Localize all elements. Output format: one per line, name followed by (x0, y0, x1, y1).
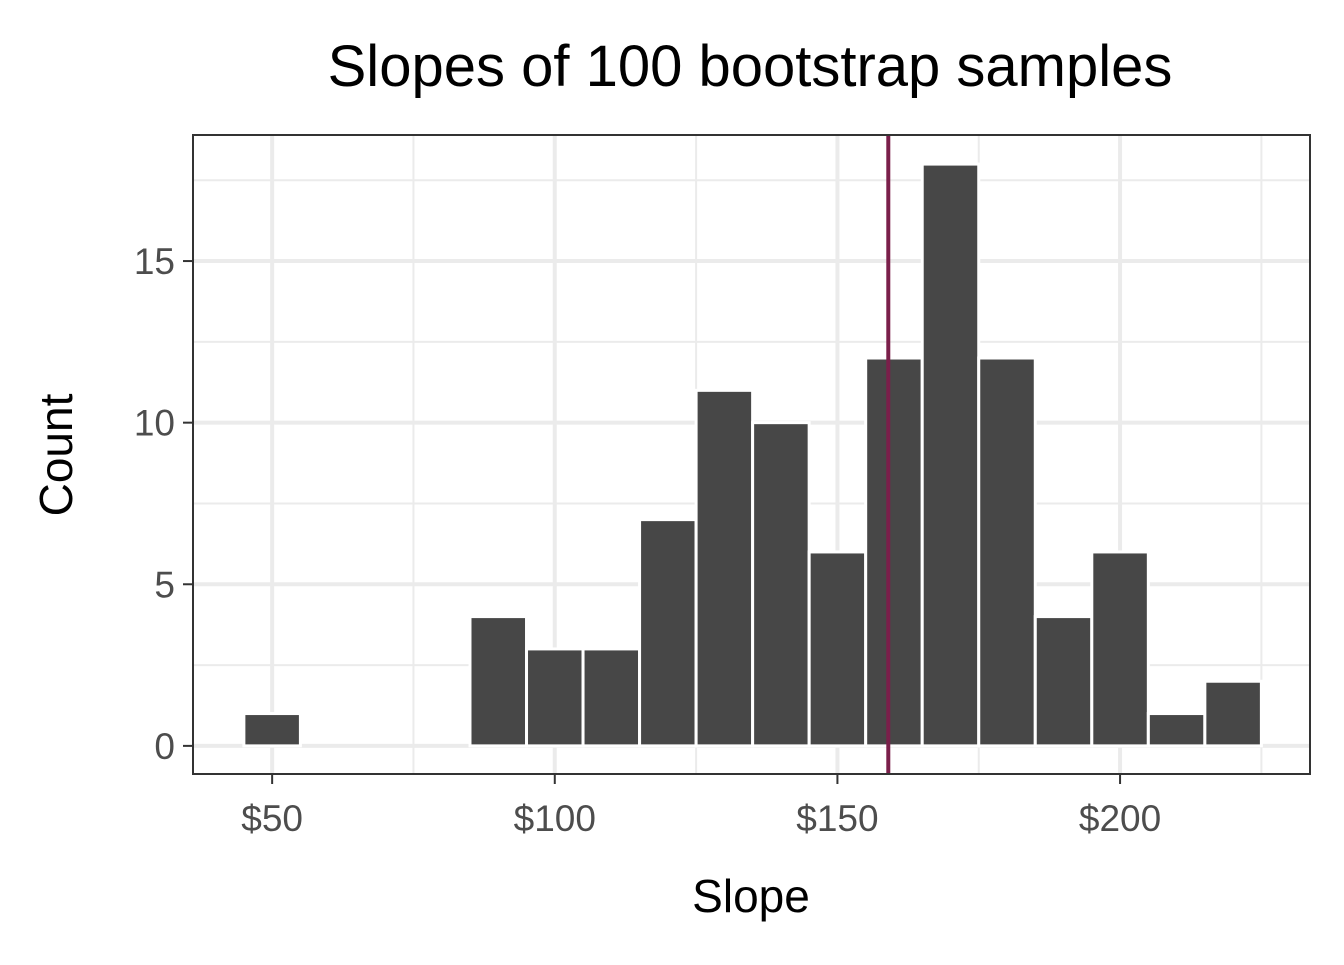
bars (242, 162, 1263, 748)
y-tick-label: 0 (154, 726, 175, 767)
histogram-bar (751, 421, 811, 748)
histogram-bar (581, 647, 642, 748)
x-tick-label: $50 (241, 798, 303, 839)
y-axis: 0 5 10 15 (134, 241, 193, 767)
x-axis-label: Slope (692, 870, 810, 922)
histogram-bar (1090, 550, 1150, 748)
y-tick-label: 15 (134, 241, 175, 282)
histogram-bar (694, 388, 755, 748)
histogram-bar (977, 356, 1037, 748)
y-axis-label: Count (30, 393, 82, 516)
x-axis: $50 $100 $150 $200 (241, 774, 1161, 839)
histogram-bar (1203, 679, 1263, 748)
histogram-bar (525, 647, 585, 748)
panel-border (192, 134, 1311, 775)
histogram-bar (920, 162, 981, 748)
x-tick-label: $150 (796, 798, 878, 839)
chart-title: Slopes of 100 bootstrap samples (328, 34, 1173, 99)
y-tick-label: 10 (134, 403, 175, 444)
histogram-bar (638, 518, 698, 748)
histogram-bar (1146, 712, 1207, 748)
histogram-bar (1033, 615, 1094, 748)
histogram-bar (242, 712, 302, 748)
histogram-bar (807, 550, 868, 748)
y-tick-label: 5 (154, 564, 175, 605)
histogram-bar (864, 356, 924, 748)
histogram-bar (468, 615, 529, 748)
x-tick-label: $200 (1079, 798, 1161, 839)
x-tick-label: $100 (514, 798, 596, 839)
